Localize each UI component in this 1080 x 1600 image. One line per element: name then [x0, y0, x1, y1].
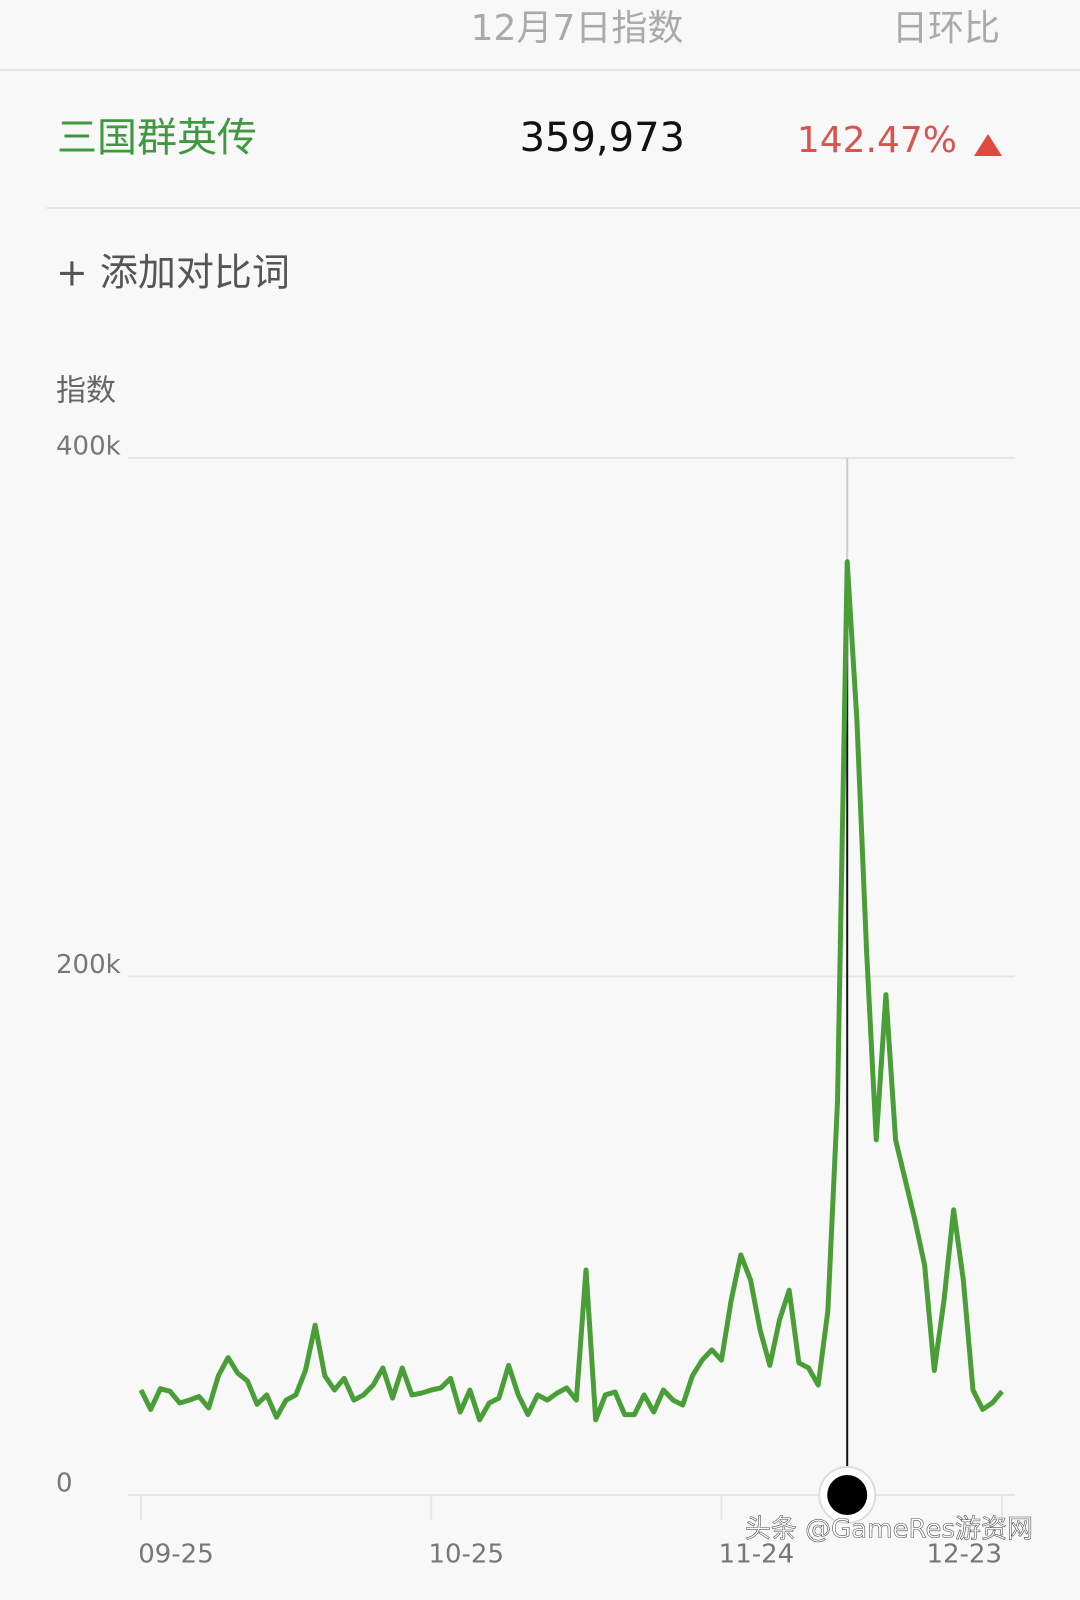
- series-line: [138, 559, 1004, 1423]
- x-tick-label: 10-25: [428, 1540, 504, 1570]
- add-compare[interactable]: + 添加对比词: [56, 251, 290, 295]
- date-header: 12月7日指数: [471, 8, 684, 49]
- y-tick-label: 400k: [56, 432, 121, 462]
- keyword-name[interactable]: 三国群英传: [57, 115, 257, 161]
- chart: 0 200k 400k 09-25 10-25 11-24 12-23: [56, 432, 1015, 1570]
- cursor-dot: [827, 1475, 868, 1515]
- watermark: 头条 @GameRes游资网: [745, 1515, 1033, 1545]
- keyword-change: 142.47%: [797, 120, 957, 161]
- keyword-value: 359,973: [520, 115, 685, 161]
- x-tick-label: 09-25: [138, 1540, 214, 1570]
- y-tick-label: 200k: [56, 950, 121, 980]
- x-tick-label: 12-23: [926, 1540, 1002, 1570]
- change-header: 日环比: [892, 8, 1000, 49]
- up-arrow: [974, 134, 1002, 156]
- x-tick-label: 11-24: [719, 1540, 795, 1570]
- y-axis-label: 指数: [56, 374, 116, 409]
- y-tick-label: 0: [56, 1469, 73, 1499]
